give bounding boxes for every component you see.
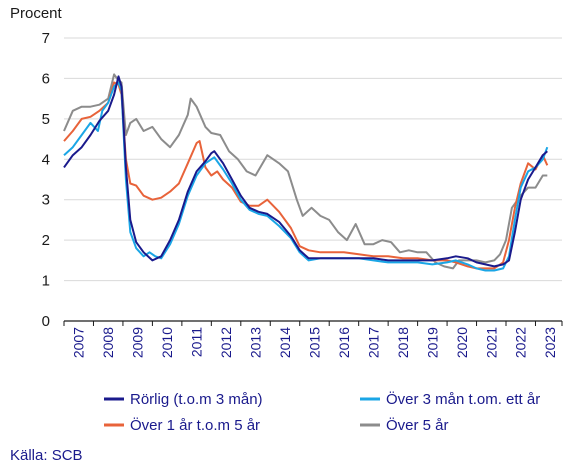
x-tick-label: 2016: [336, 327, 352, 358]
y-axis-ticks: 0 1 2 3 4 5 6 7: [42, 30, 50, 330]
x-tick-label: 2012: [218, 327, 234, 358]
legend-label-3: Över 5 år: [386, 416, 449, 434]
series-line-0: [63, 75, 548, 268]
x-tick-label: 2023: [542, 327, 558, 358]
gridlines: [64, 37, 562, 322]
x-tick-label: 2010: [159, 327, 175, 358]
y-tick-label: 4: [42, 151, 50, 168]
legend: Rörlig (t.o.m 3 mån) Över 3 mån t.om. ett…: [104, 390, 540, 434]
y-tick-label: 7: [42, 30, 50, 47]
source-note: Källa: SCB: [10, 447, 83, 464]
y-tick-label: 3: [42, 192, 50, 209]
x-tick-label: 2013: [248, 327, 264, 358]
y-tick-label: 2: [42, 232, 50, 249]
series-lines: [63, 73, 549, 272]
legend-label-1: Över 3 mån t.om. ett år: [386, 390, 540, 408]
legend-label-2: Över 1 år t.o.m 5 år: [130, 416, 260, 434]
x-tick-label: 2017: [365, 327, 381, 358]
x-tick-label: 2018: [395, 327, 411, 358]
x-tick-label: 2019: [424, 327, 440, 358]
x-tick-label: 2008: [100, 327, 116, 358]
y-tick-label: 6: [42, 70, 50, 87]
x-tick-label: 2007: [71, 327, 87, 358]
x-tick-label: 2022: [513, 327, 529, 358]
y-tick-label: 1: [42, 273, 50, 290]
x-tick-label: 2021: [483, 327, 499, 358]
y-tick-label: 5: [42, 111, 50, 128]
y-tick-label: 0: [42, 313, 50, 330]
x-tick-label: 2014: [277, 327, 293, 358]
series-line-3: [63, 73, 548, 270]
x-tick-label: 2015: [306, 327, 322, 358]
y-axis-unit-label: Procent: [10, 5, 63, 22]
x-tick-label: 2020: [454, 327, 470, 358]
legend-label-0: Rörlig (t.o.m 3 mån): [130, 391, 263, 408]
x-tick-label: 2011: [189, 327, 205, 357]
x-tick-label: 2009: [130, 327, 146, 358]
x-axis: 2007 2008 2009 2010 2011 2012 2013 2014 2015 2016…: [63, 320, 563, 358]
